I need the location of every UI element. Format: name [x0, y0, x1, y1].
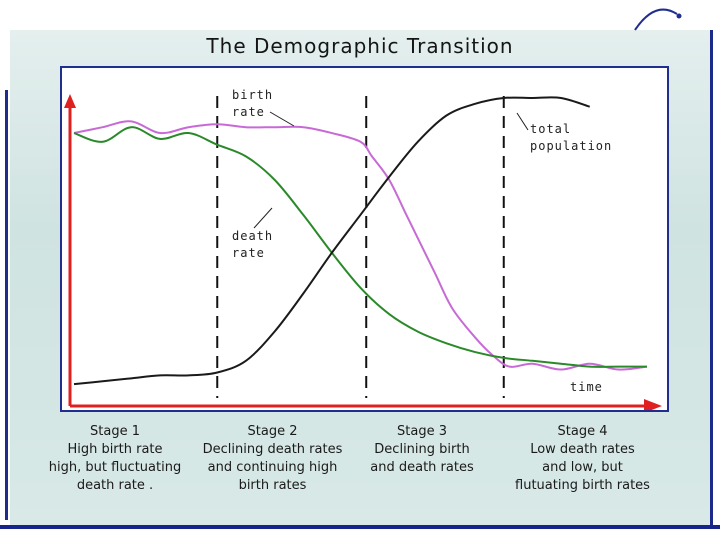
stage-2-description: Declining death rates and continuing hig…: [202, 442, 343, 493]
stage-4-description: Low death rates and low, but flutuating …: [515, 442, 650, 493]
stage-3-caption: Stage 3 Declining birth and death rates: [352, 423, 492, 477]
stage-1-title: Stage 1: [90, 424, 140, 439]
stage-2-title: Stage 2: [247, 424, 298, 439]
stage-3-title: Stage 3: [397, 424, 447, 439]
population-label-line2: population: [530, 139, 612, 153]
death-rate-label-line1: death: [232, 229, 273, 243]
population-pointer: [516, 112, 529, 131]
birth-rate-label-line2: rate: [232, 105, 265, 119]
y-axis-arrow-icon: [64, 94, 76, 108]
birth-rate-label-line1: birth: [232, 88, 273, 102]
x-axis-label: time: [570, 380, 603, 394]
stage-4-caption: Stage 4 Low death rates and low, but flu…: [495, 423, 670, 495]
total-population-line: [73, 96, 591, 386]
birth-rate-line: [73, 120, 648, 371]
demographic-chart: birth rate death rate total population time: [64, 88, 662, 410]
left-accent-bar: [5, 90, 8, 520]
x-axis-arrow-icon: [644, 399, 662, 410]
birth-rate-pointer: [269, 111, 295, 127]
page-title: The Demographic Transition: [206, 34, 514, 58]
bottom-accent-bar: [0, 525, 720, 529]
swoosh-logo-icon: [634, 8, 682, 31]
stage-1-caption: Stage 1 High birth rate high, but fluctu…: [40, 423, 190, 495]
annotation-layer: birth rate death rate total population time: [232, 88, 612, 394]
death-rate-label-line2: rate: [232, 246, 265, 260]
chart-frame: birth rate death rate total population time: [60, 66, 669, 412]
stage-3-description: Declining birth and death rates: [370, 442, 474, 475]
series-layer: [73, 96, 648, 386]
death-rate-pointer: [253, 207, 273, 229]
stage-2-caption: Stage 2 Declining death rates and contin…: [190, 423, 355, 495]
stage-1-description: High birth rate high, but fluctuating de…: [48, 442, 182, 493]
death-rate-line: [73, 126, 647, 368]
stage-4-title: Stage 4: [557, 424, 608, 439]
population-label-line1: total: [530, 122, 571, 136]
